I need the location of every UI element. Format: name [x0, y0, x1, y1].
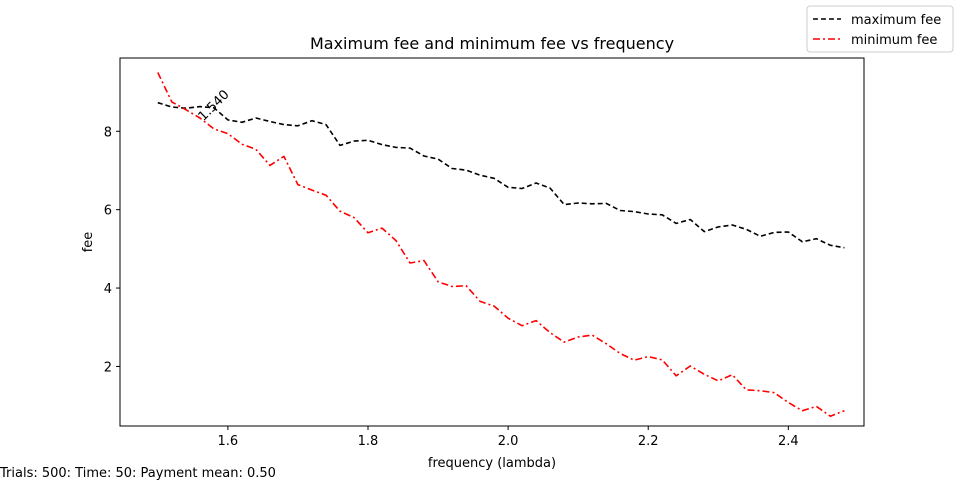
series-line-minimum-fee — [157, 72, 845, 418]
x-axis-label: frequency (lambda) — [428, 456, 556, 471]
legend-frame — [806, 5, 954, 53]
legend-label-maximum-fee: maximum fee — [851, 13, 941, 28]
series-line-maximum-fee — [157, 101, 845, 249]
y-tick-label: 4 — [104, 282, 112, 297]
x-tick-label: 1.6 — [218, 434, 239, 449]
legend-label-minimum-fee: minimum fee — [851, 33, 937, 48]
x-tick-label: 2.2 — [638, 434, 659, 449]
y-axis-label: fee — [81, 232, 96, 253]
chart-title: Maximum fee and minimum fee vs frequency — [310, 34, 674, 53]
legend: maximum fee minimum fee — [806, 5, 954, 53]
y-tick-label: 8 — [104, 125, 112, 140]
y-tick-label: 6 — [104, 204, 112, 219]
x-tick-label: 2.0 — [498, 434, 519, 449]
y-tick-label: 2 — [104, 360, 112, 375]
plot-frame — [119, 57, 865, 427]
x-tick-label: 1.8 — [358, 434, 379, 449]
x-tick-label: 2.4 — [778, 434, 799, 449]
footer-info: Trials: 500: Time: 50: Payment mean: 0.5… — [0, 466, 276, 481]
